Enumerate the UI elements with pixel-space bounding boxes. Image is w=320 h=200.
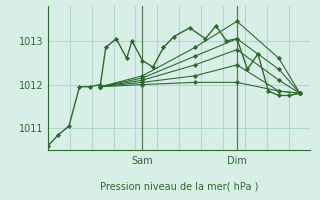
Text: Dim: Dim xyxy=(227,156,247,166)
Text: Pression niveau de la mer( hPa ): Pression niveau de la mer( hPa ) xyxy=(100,182,258,192)
Text: Sam: Sam xyxy=(132,156,153,166)
